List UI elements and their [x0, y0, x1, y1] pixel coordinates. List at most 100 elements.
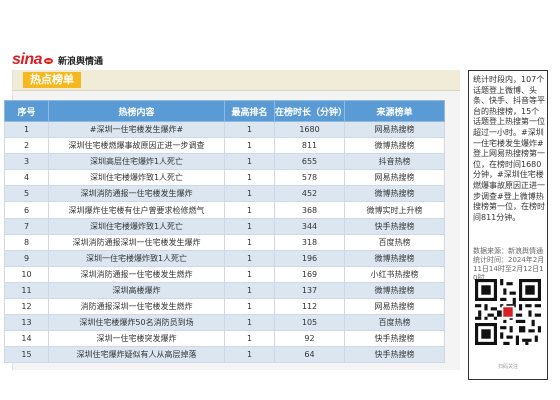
cell-duration: 655 [274, 153, 345, 171]
cell-duration: 811 [274, 137, 345, 155]
cell-top-rank: 1 [224, 185, 275, 203]
cell-top-rank: 1 [224, 217, 275, 235]
cell-no: 2 [4, 137, 49, 155]
cell-duration: 105 [274, 314, 345, 332]
cell-no: 9 [4, 249, 49, 267]
cell-source: 网易热搜榜 [344, 169, 445, 187]
header-duration: 在榜时长（分钟） [274, 100, 347, 122]
data-source-note: 数据来源：新浪舆情通 统计时间：2024年2月11日14时至2月12日10时 [473, 247, 545, 282]
cell-no: 15 [4, 346, 49, 364]
table-row: 4 深圳住宅楼爆炸致1人死亡 1 578 网易热搜榜 [4, 169, 445, 187]
cell-content: 深圳高楼爆炸 [48, 281, 225, 300]
cell-no: 11 [4, 281, 49, 300]
summary-text: 统计时段内，107个话题登上微博、头条、快手、抖音等平台的热搜榜，15个话题登上… [473, 75, 545, 222]
cell-content: 深圳消防通报深圳一住宅楼发生爆炸 [48, 233, 225, 251]
cell-content: 深圳爆炸住宅楼有住户曾要求检修燃气 [48, 201, 225, 219]
cell-content: 深圳住宅楼爆炸50名消防员到场 [48, 314, 225, 332]
cell-content: 深圳住宅楼爆炸致1人死亡 [48, 217, 225, 235]
cell-no: 12 [4, 298, 49, 316]
cell-duration: 112 [274, 298, 345, 316]
logo-eye-icon [44, 58, 54, 64]
table-row: 6 深圳爆炸住宅楼有住户曾要求检修燃气 1 368 微博实时上升榜 [4, 201, 445, 219]
cell-content: 深圳住宅爆炸疑似有人从高层掉落 [48, 346, 225, 364]
table-row: 15 深圳住宅爆炸疑似有人从高层掉落 1 64 快手热搜榜 [4, 346, 445, 364]
cell-source: 百度热榜 [344, 314, 445, 332]
table-row: 3 深圳高层住宅爆炸1人死亡 1 655 抖音热榜 [4, 153, 445, 171]
summary-side-panel: 统计时段内，107个话题登上微博、头条、快手、抖音等平台的热搜榜，15个话题登上… [468, 70, 548, 380]
header-source: 来源榜单 [344, 100, 445, 122]
hot-list-table: 序号 热榜内容 最高排名 在榜时长（分钟） 来源榜单 1 #深圳一住宅楼发生爆炸… [4, 100, 445, 364]
cell-duration: 1680 [274, 120, 345, 139]
cell-no: 5 [4, 185, 49, 203]
cell-top-rank: 1 [224, 201, 275, 219]
table-row: 2 深圳住宅楼燃爆事故原因正进一步调查 1 811 微博热搜榜 [4, 137, 445, 155]
cell-content: 深圳高层住宅爆炸1人死亡 [48, 153, 225, 171]
cell-duration: 196 [274, 249, 345, 267]
header-content: 热榜内容 [48, 100, 225, 122]
cell-no: 7 [4, 217, 49, 235]
qr-code[interactable] [475, 279, 541, 345]
cell-top-rank: 1 [224, 265, 275, 283]
header-top-rank: 最高排名 [224, 100, 275, 122]
cell-duration: 578 [274, 169, 345, 187]
cell-content: #深圳一住宅楼发生爆炸# [48, 120, 225, 139]
cell-content: 深圳住宅楼爆炸致1人死亡 [48, 169, 225, 187]
cell-source: 百度热榜 [344, 233, 445, 251]
cell-no: 3 [4, 153, 49, 171]
table-row: 9 深圳一住宅楼爆炸致1人死亡 1 196 微博热搜榜 [4, 249, 445, 267]
table-row: 10 深圳消防通报一住宅楼发生燃炸 1 169 小红书热搜榜 [4, 265, 445, 283]
cell-duration: 344 [274, 217, 345, 235]
table-row: 12 消防通报深圳一住宅楼发生燃炸 1 112 网易热搜榜 [4, 298, 445, 316]
cell-no: 6 [4, 201, 49, 219]
cell-source: 抖音热榜 [344, 153, 445, 171]
panel-header: 热点榜单 [13, 70, 460, 91]
cell-duration: 452 [274, 185, 345, 203]
cell-content: 深圳住宅楼燃爆事故原因正进一步调查 [48, 137, 225, 155]
cell-no: 10 [4, 265, 49, 283]
table-row: 11 深圳高楼爆炸 1 137 微博热搜榜 [4, 281, 445, 300]
cell-source: 快手热搜榜 [344, 217, 445, 235]
logo-subtitle: 新浪舆情通 [58, 57, 104, 67]
logo-wordmark: sina [12, 51, 43, 68]
cell-source: 网易热搜榜 [344, 298, 445, 316]
cell-content: 深圳消防通报一住宅楼发生爆炸 [48, 185, 225, 203]
cell-source: 微博热搜榜 [344, 249, 445, 267]
cell-top-rank: 1 [224, 330, 275, 348]
table-header-row: 序号 热榜内容 最高排名 在榜时长（分钟） 来源榜单 [4, 100, 445, 122]
cell-no: 4 [4, 169, 49, 187]
hot-list-table-wrap: 序号 热榜内容 最高排名 在榜时长（分钟） 来源榜单 1 #深圳一住宅楼发生爆炸… [4, 100, 445, 364]
cell-top-rank: 1 [224, 137, 275, 155]
cell-top-rank: 1 [224, 169, 275, 187]
panel-title: 热点榜单 [23, 72, 81, 88]
cell-duration: 64 [274, 346, 345, 364]
table-row: 7 深圳住宅楼爆炸致1人死亡 1 344 快手热搜榜 [4, 217, 445, 235]
cell-duration: 137 [274, 281, 345, 300]
table-row: 1 #深圳一住宅楼发生爆炸# 1 1680 网易热搜榜 [4, 120, 445, 139]
cell-no: 1 [4, 120, 49, 139]
cell-source: 快手热搜榜 [344, 330, 445, 348]
cell-no: 13 [4, 314, 49, 332]
cell-top-rank: 1 [224, 120, 275, 139]
cell-duration: 169 [274, 265, 345, 283]
cell-source: 微博热搜榜 [344, 137, 445, 155]
cell-content: 深圳一住宅楼爆炸致1人死亡 [48, 249, 225, 267]
table-row: 13 深圳住宅楼爆炸50名消防员到场 1 105 百度热榜 [4, 314, 445, 332]
cell-top-rank: 1 [224, 346, 275, 364]
cell-source: 微博热搜榜 [344, 281, 445, 300]
cell-top-rank: 1 [224, 233, 275, 251]
cell-content: 消防通报深圳一住宅楼发生燃炸 [48, 298, 225, 316]
cell-top-rank: 1 [224, 153, 275, 171]
cell-source: 微博热搜榜 [344, 185, 445, 203]
cell-top-rank: 1 [224, 249, 275, 267]
sina-logo: sina 新浪舆情通 [12, 50, 103, 68]
cell-top-rank: 1 [224, 298, 275, 316]
cell-source: 微博实时上升榜 [344, 201, 445, 219]
qr-caption: 扫码关注 [497, 364, 518, 370]
cell-no: 8 [4, 233, 49, 251]
cell-source: 快手热搜榜 [344, 346, 445, 364]
qr-code-icon [475, 279, 541, 345]
cell-no: 14 [4, 330, 49, 348]
cell-duration: 318 [274, 233, 345, 251]
table-row: 5 深圳消防通报一住宅楼发生爆炸 1 452 微博热搜榜 [4, 185, 445, 203]
cell-source: 小红书热搜榜 [344, 265, 445, 283]
